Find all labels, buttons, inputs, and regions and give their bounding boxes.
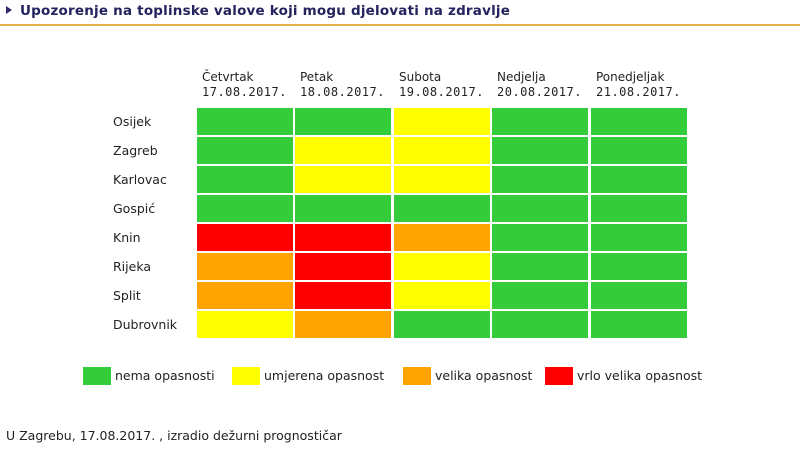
city-label: Osijek — [113, 114, 152, 129]
section-title: Upozorenje na toplinske valove koji mogu… — [20, 3, 511, 19]
warning-cell — [492, 108, 588, 135]
warning-cell — [197, 166, 293, 193]
warning-cell — [591, 166, 687, 193]
city-label: Zagreb — [113, 143, 158, 158]
warning-cell — [197, 108, 293, 135]
warning-cell — [295, 253, 391, 280]
warning-cell — [591, 195, 687, 222]
warning-cell — [295, 195, 391, 222]
warning-cell — [197, 311, 293, 338]
legend-swatch — [403, 367, 431, 385]
day-header: Petak 18.08.2017. — [300, 70, 385, 100]
warning-cell — [591, 224, 687, 251]
legend-swatch — [545, 367, 573, 385]
collapse-arrow-icon[interactable] — [6, 6, 12, 14]
warning-cell — [591, 137, 687, 164]
warning-cell — [394, 282, 490, 309]
footer-note: U Zagrebu, 17.08.2017. , izradio dežurni… — [6, 428, 342, 443]
warning-cell — [197, 224, 293, 251]
day-name: Nedjelja — [497, 70, 546, 84]
legend-label: vrlo velika opasnost — [577, 368, 703, 383]
warning-cell — [295, 311, 391, 338]
warning-cell — [591, 108, 687, 135]
day-header: Subota 19.08.2017. — [399, 70, 484, 100]
day-date: 17.08.2017. — [202, 85, 287, 99]
warning-cell — [197, 195, 293, 222]
warning-cell — [492, 195, 588, 222]
warning-cell — [394, 195, 490, 222]
day-name: Četvrtak — [202, 70, 254, 84]
warning-cell — [394, 166, 490, 193]
warning-cell — [295, 282, 391, 309]
warning-cell — [394, 137, 490, 164]
section-header: Upozorenje na toplinske valove koji mogu… — [0, 0, 800, 26]
warning-cell — [492, 282, 588, 309]
warning-cell — [197, 137, 293, 164]
warning-cell — [492, 166, 588, 193]
day-date: 19.08.2017. — [399, 85, 484, 99]
warning-cell — [295, 137, 391, 164]
day-date: 20.08.2017. — [497, 85, 582, 99]
legend-label: umjerena opasnost — [264, 368, 385, 383]
warning-cell — [394, 224, 490, 251]
day-header: Četvrtak 17.08.2017. — [202, 70, 287, 100]
day-header: Nedjelja 20.08.2017. — [497, 70, 582, 100]
warning-cell — [492, 253, 588, 280]
day-header: Ponedjeljak 21.08.2017. — [596, 70, 681, 100]
city-label: Rijeka — [113, 259, 152, 274]
legend-swatch — [83, 367, 111, 385]
day-name: Petak — [300, 70, 334, 84]
warning-cell — [591, 311, 687, 338]
day-date: 18.08.2017. — [300, 85, 385, 99]
warning-cell — [492, 311, 588, 338]
warning-cell — [197, 253, 293, 280]
city-label: Split — [113, 288, 141, 303]
warning-cell — [295, 166, 391, 193]
warning-cell — [591, 253, 687, 280]
legend-swatch — [232, 367, 260, 385]
warning-cell — [591, 282, 687, 309]
warning-cell — [394, 108, 490, 135]
city-label: Dubrovnik — [113, 317, 178, 332]
day-name: Ponedjeljak — [596, 70, 665, 84]
warning-cell — [295, 224, 391, 251]
warning-cell — [197, 282, 293, 309]
day-name: Subota — [399, 70, 442, 84]
day-date: 21.08.2017. — [596, 85, 681, 99]
city-label: Gospić — [113, 201, 156, 216]
warning-cell — [394, 253, 490, 280]
city-label: Karlovac — [113, 172, 167, 187]
legend-label: velika opasnost — [435, 368, 533, 383]
warning-cell — [394, 311, 490, 338]
legend-label: nema opasnosti — [115, 368, 215, 383]
warning-cell — [295, 108, 391, 135]
city-label: Knin — [113, 230, 141, 245]
warning-cell — [492, 224, 588, 251]
warning-cell — [492, 137, 588, 164]
